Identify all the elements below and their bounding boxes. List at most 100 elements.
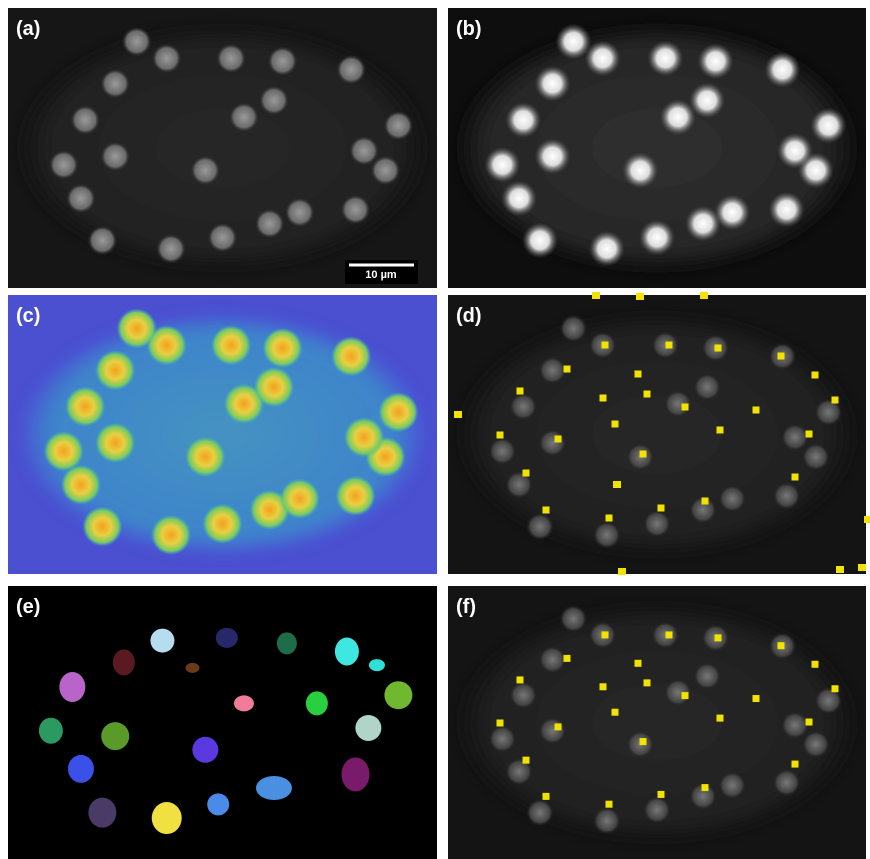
detection (777, 352, 785, 360)
detection (618, 568, 626, 575)
nucleus (801, 442, 830, 471)
detection (864, 516, 870, 523)
segment (384, 681, 413, 710)
nucleus (60, 464, 101, 505)
nucleus (663, 678, 692, 707)
nucleus (684, 205, 721, 242)
nucleus (538, 716, 567, 745)
segment (150, 628, 175, 653)
panel: (d) (448, 292, 870, 575)
detection (657, 504, 665, 512)
nucleus (340, 194, 371, 225)
detection (605, 514, 613, 522)
detection (701, 784, 709, 792)
nucleus (780, 423, 809, 452)
nucleus (484, 146, 521, 183)
detection (636, 293, 644, 300)
detection (643, 679, 651, 687)
panel-label: (d) (456, 305, 482, 327)
nucleus (48, 149, 79, 180)
nucleus (121, 26, 152, 57)
nucleus (95, 422, 136, 463)
panel: (a) (8, 8, 437, 288)
segment (215, 627, 238, 648)
detection (791, 473, 799, 481)
detection (811, 371, 819, 379)
detection (665, 631, 673, 639)
segment (38, 717, 63, 744)
nucleus (584, 40, 621, 77)
detection (811, 660, 819, 668)
detection (836, 566, 844, 573)
nucleus (100, 68, 131, 99)
nucleus (538, 428, 567, 457)
nucleus (525, 512, 554, 541)
nucleus (190, 155, 221, 186)
nucleus (647, 40, 684, 77)
nucleus (688, 495, 717, 524)
detection (542, 506, 550, 514)
nucleus (335, 475, 376, 516)
detection (554, 723, 562, 731)
nucleus (768, 191, 805, 228)
nucleus (501, 180, 538, 217)
detection (714, 344, 722, 352)
detection (592, 292, 600, 299)
nucleus (764, 51, 801, 88)
nucleus (100, 141, 131, 172)
detection (634, 370, 642, 378)
nucleus (284, 197, 315, 228)
detection (805, 430, 813, 438)
nucleus (82, 506, 123, 547)
nucleus (331, 336, 372, 377)
nucleus (663, 389, 692, 418)
nucleus (538, 356, 567, 385)
detection (454, 411, 462, 418)
nucleus (262, 328, 303, 369)
nucleus (156, 233, 187, 264)
detection (599, 683, 607, 691)
detection (496, 431, 504, 439)
nucleus (95, 350, 136, 391)
panel-label: (b) (456, 18, 482, 40)
segment (67, 754, 94, 783)
nucleus (258, 85, 289, 116)
nucleus (43, 431, 84, 472)
nucleus (588, 230, 625, 267)
nucleus (505, 470, 534, 499)
detection (752, 406, 760, 414)
nucleus (228, 102, 259, 133)
nucleus (185, 436, 226, 477)
nucleus (279, 478, 320, 519)
detection (716, 714, 724, 722)
nucleus (378, 392, 419, 433)
nucleus (651, 331, 680, 360)
nucleus (370, 155, 401, 186)
nucleus (538, 645, 567, 674)
nucleus (254, 208, 285, 239)
detection (522, 469, 530, 477)
nucleus (592, 806, 621, 835)
segment (151, 802, 182, 835)
detection (639, 450, 647, 458)
detection (496, 719, 504, 727)
nucleus (814, 686, 843, 715)
nucleus (688, 782, 717, 811)
detection (605, 800, 613, 808)
detection (643, 390, 651, 398)
nucleus (534, 138, 571, 175)
nucleus (151, 514, 192, 555)
detection (665, 341, 673, 349)
detection (701, 497, 709, 505)
segment (192, 736, 219, 763)
panel-label: (f) (456, 596, 476, 618)
nucleus (714, 194, 751, 231)
nucleus (267, 46, 298, 77)
nucleus (223, 383, 264, 424)
nucleus (555, 23, 592, 60)
detection (639, 738, 647, 746)
segment (59, 672, 86, 703)
detection (657, 790, 665, 798)
nucleus (592, 520, 621, 549)
